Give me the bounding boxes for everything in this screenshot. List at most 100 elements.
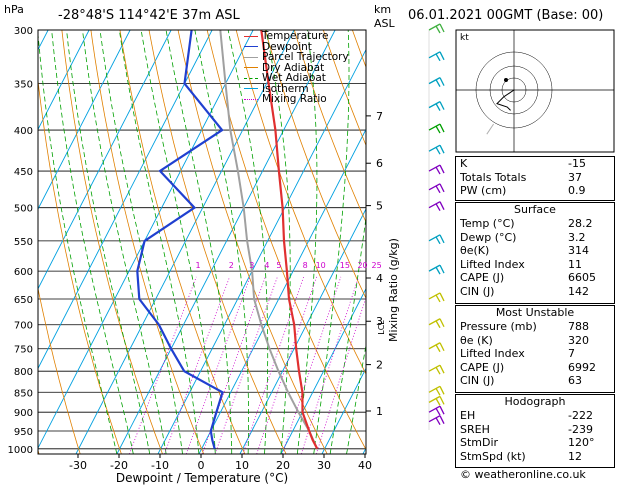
stat-row: Totals Totals 37 — [456, 171, 614, 185]
temperature-line — [260, 30, 319, 450]
mixing-ratio-line — [242, 276, 305, 454]
wind-barb — [428, 51, 445, 62]
wind-barb — [428, 164, 445, 175]
pressure-tick-label: 450 — [14, 167, 33, 178]
isotherm-line — [38, 30, 213, 370]
wind-barb-flag — [435, 79, 441, 87]
mixing-ratio-label: 20 — [357, 261, 367, 270]
stat-row: EH -222 — [456, 409, 614, 423]
hodograph-stats-title: Hodograph — [504, 395, 566, 408]
wind-barb — [428, 405, 445, 416]
wind-barb — [428, 123, 445, 134]
wind-barb — [428, 234, 445, 245]
stat-value: 314 — [568, 244, 589, 257]
dry-adiabat-line — [61, 30, 163, 454]
wind-barb-flag — [439, 292, 445, 302]
km-tick-label: 3 — [376, 315, 383, 328]
wet-adiabat-line — [51, 30, 134, 454]
mixing-ratio-label: 4 — [264, 261, 269, 270]
stat-label: θe(K) — [460, 244, 490, 257]
wind-barb-staff — [428, 123, 441, 131]
indices-panel: K -15 Totals Totals 37 PW (cm) 0.9 — [455, 156, 615, 201]
stat-value: 7 — [568, 347, 575, 360]
wet-adiabat-line — [313, 30, 350, 454]
wind-barb-staff — [428, 51, 441, 59]
wind-barb-flag — [439, 201, 445, 210]
stat-value: 63 — [568, 374, 582, 387]
wind-barb — [428, 77, 445, 87]
wind-barb-flag — [435, 266, 441, 275]
legend-swatch — [244, 35, 258, 37]
stat-row: PW (cm) 0.9 — [456, 184, 614, 198]
wind-barb — [428, 395, 445, 406]
x-tick-label: -10 — [151, 459, 169, 472]
mixing-ratio-line — [256, 276, 317, 454]
mixing-ratio-label: 10 — [316, 261, 326, 270]
stat-row: Lifted Index 7 — [456, 347, 614, 361]
km-tick-label: 4 — [376, 272, 383, 285]
pressure-unit-label: hPa — [4, 3, 24, 16]
stat-label: PW (cm) — [460, 184, 507, 197]
dry-adiabat-line — [206, 30, 366, 451]
wind-barb-flag — [439, 183, 445, 193]
stat-label: Totals Totals — [460, 170, 527, 184]
legend-entry: Wet Adiabat — [244, 73, 349, 84]
stat-label: θe (K) — [460, 333, 493, 347]
copyright-text: © weatheronline.co.uk — [460, 468, 586, 481]
stat-value: -222 — [568, 409, 593, 422]
wind-barb — [428, 183, 445, 194]
wind-barb-flag — [439, 51, 445, 61]
stat-label: Lifted Index — [460, 257, 525, 271]
legend: Temperature Dewpoint Parcel Trajectory Dry … — [244, 31, 349, 105]
wind-barb-flag — [439, 396, 445, 405]
legend-entry: Isotherm — [244, 83, 349, 95]
isotherm-line — [38, 30, 172, 290]
mixing-ratio-line — [164, 276, 230, 454]
wind-barb-flag — [435, 203, 441, 212]
lcl-label: LCL — [377, 320, 386, 335]
stat-value: 788 — [568, 320, 589, 333]
mixing-ratio-label: 25 — [372, 261, 382, 270]
wind-barb-flag — [439, 318, 445, 328]
stat-row: CAPE (J) 6605 — [456, 271, 614, 285]
pressure-tick-label: 550 — [14, 237, 33, 248]
legend-label: Mixing Ratio — [262, 93, 327, 105]
wind-barb-flag — [439, 123, 445, 133]
isotherm-line — [38, 30, 131, 211]
dry-adiabat-line — [119, 30, 246, 454]
x-tick-label: 10 — [235, 459, 249, 472]
x-tick-label: -20 — [110, 459, 128, 472]
wind-barb — [428, 318, 445, 329]
asl-unit-label: ASL — [374, 17, 395, 30]
mixing-ratio-line — [282, 276, 342, 454]
wind-barb-flag — [435, 417, 441, 426]
legend-swatch — [244, 98, 258, 100]
wind-barb-staff — [428, 77, 441, 85]
plot-frame — [37, 29, 367, 455]
wind-barb-staff — [428, 183, 441, 191]
legend-entry: Dewpoint — [244, 41, 349, 53]
hodograph-ring — [475, 51, 553, 129]
wind-barb-flag — [435, 320, 441, 329]
wind-barb-flag — [435, 387, 441, 396]
dry-adiabat-line — [148, 30, 287, 454]
isotherm-line — [321, 367, 366, 454]
hodograph-trace — [496, 89, 515, 111]
stat-value: 142 — [568, 284, 589, 298]
wind-barb-flag — [439, 164, 445, 174]
stat-value: 37 — [568, 170, 582, 184]
legend-swatch — [244, 56, 258, 58]
wind-barb-flag — [435, 236, 441, 245]
stat-label: Pressure (mb) — [460, 320, 537, 333]
parcel-trajectory-line — [219, 30, 319, 450]
wind-barb-staff — [428, 23, 441, 31]
wind-barb-staff — [428, 144, 441, 152]
wind-barb-flag — [435, 25, 441, 34]
stat-row: θe (K) 320 — [456, 334, 614, 348]
wet-adiabat-line — [99, 30, 183, 454]
stat-value: -239 — [568, 422, 593, 436]
pressure-tick-label: 350 — [14, 80, 33, 91]
wind-barb — [428, 23, 445, 34]
dry-adiabat-line — [38, 286, 81, 454]
stat-row: StmDir 120° — [456, 436, 614, 450]
